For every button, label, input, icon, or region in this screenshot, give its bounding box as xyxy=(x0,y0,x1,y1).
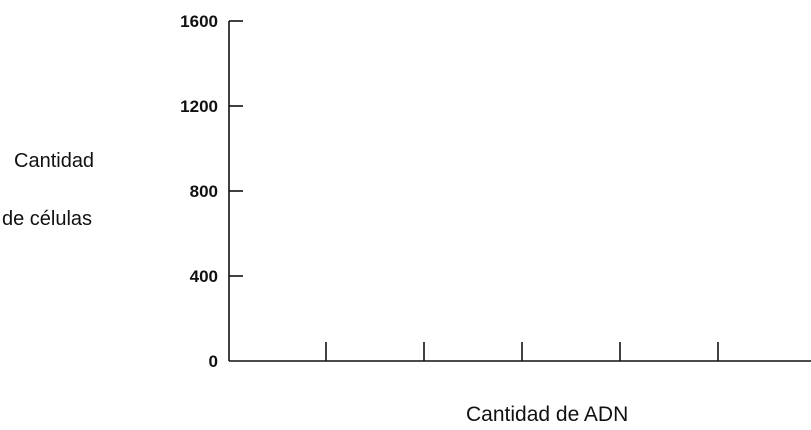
x-ticks xyxy=(325,342,719,361)
y-tick-label-800: 800 xyxy=(190,182,218,201)
y-axis-label-line-1: Cantidad xyxy=(14,150,95,172)
y-tick-label-1200: 1200 xyxy=(180,97,218,116)
y-tick-label-0: 0 xyxy=(209,352,218,371)
y-tick-label-1600: 1600 xyxy=(180,12,218,31)
y-tick-label-400: 400 xyxy=(190,267,218,286)
y-ticks: 0 400 800 1200 1600 xyxy=(180,12,243,371)
y-axis-label-line-2: de células xyxy=(2,208,93,230)
axes xyxy=(228,21,811,362)
x-axis-label: Cantidad de ADN xyxy=(466,403,629,426)
